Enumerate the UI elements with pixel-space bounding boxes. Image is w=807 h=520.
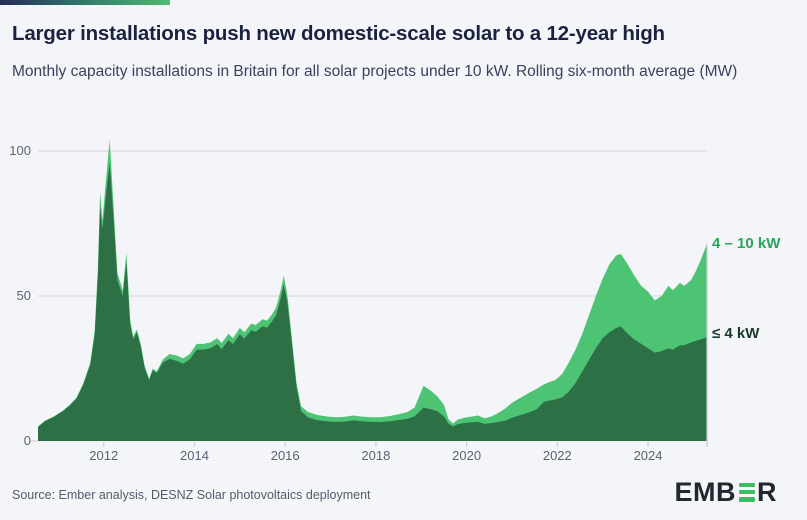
series-label-le-4kw: ≤ 4 kW [712, 325, 760, 343]
y-tick-label: 100 [9, 143, 31, 158]
x-tick-label: 2024 [633, 448, 663, 463]
logo-text-r: R [757, 476, 777, 507]
x-tick-label: 2012 [89, 448, 119, 463]
source-note: Source: Ember analysis, DESNZ Solar phot… [12, 488, 371, 502]
x-tick-label: 2014 [180, 448, 209, 463]
brand-accent-bar [0, 0, 170, 5]
y-tick-label: 50 [16, 288, 31, 303]
chart-subtitle: Monthly capacity installations in Britai… [12, 63, 738, 80]
x-tick-label: 2018 [361, 448, 391, 463]
series-label-4-10kw: 4 – 10 kW [712, 234, 781, 252]
logo-green-e-icon [738, 482, 755, 502]
x-tick-label: 2020 [452, 448, 482, 463]
page-title: Larger installations push new domestic-s… [12, 22, 665, 45]
ember-logo: EMB R [675, 477, 778, 507]
x-tick-label: 2022 [542, 448, 572, 463]
logo-text-emb: EMB [674, 476, 736, 507]
x-tick-label: 2016 [270, 448, 300, 463]
y-tick-label: 0 [23, 433, 31, 448]
